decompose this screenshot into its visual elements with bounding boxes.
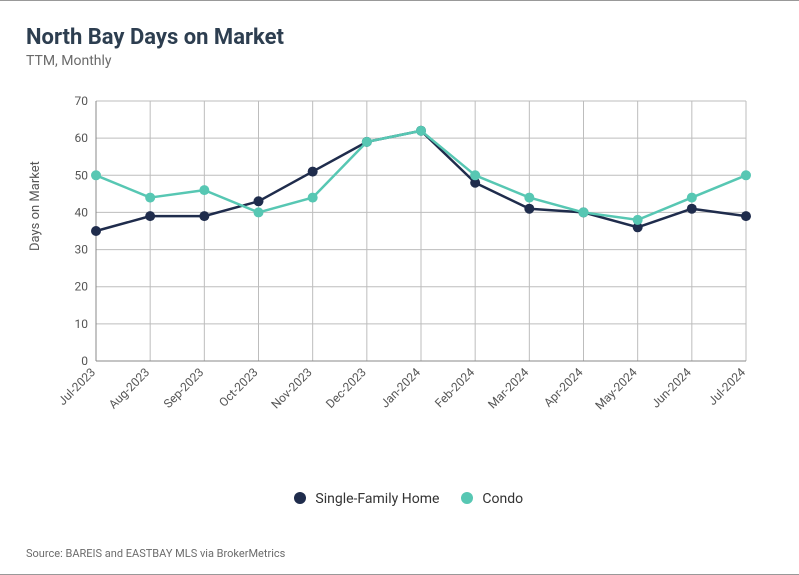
- svg-text:Mar-2024: Mar-2024: [485, 365, 531, 411]
- chart-title: North Bay Days on Market: [26, 25, 284, 50]
- svg-text:Dec-2023: Dec-2023: [323, 365, 369, 411]
- svg-text:30: 30: [75, 243, 89, 257]
- source-text: Source: BAREIS and EASTBAY MLS via Broke…: [26, 547, 285, 560]
- chart-area: 010203040506070Jul-2023Aug-2023Sep-2023O…: [50, 91, 760, 461]
- svg-text:Feb-2024: Feb-2024: [432, 365, 477, 410]
- svg-text:Sep-2023: Sep-2023: [161, 365, 207, 411]
- svg-text:Jan-2024: Jan-2024: [378, 365, 423, 410]
- legend-marker-condo: [461, 492, 473, 504]
- svg-text:Jun-2024: Jun-2024: [649, 365, 695, 411]
- svg-text:Apr-2024: Apr-2024: [541, 365, 586, 410]
- line-chart-svg: 010203040506070Jul-2023Aug-2023Sep-2023O…: [50, 91, 760, 461]
- svg-text:20: 20: [75, 280, 89, 294]
- legend-marker-sfh: [294, 492, 306, 504]
- y-axis-label: Days on Market: [28, 161, 43, 251]
- svg-text:10: 10: [75, 317, 89, 331]
- svg-text:50: 50: [75, 168, 89, 182]
- svg-text:Jul-2024: Jul-2024: [705, 365, 748, 408]
- svg-text:Aug-2023: Aug-2023: [106, 365, 152, 411]
- svg-text:May-2024: May-2024: [592, 365, 639, 412]
- legend-label-sfh: Single-Family Home: [315, 491, 439, 507]
- svg-text:Nov-2023: Nov-2023: [269, 365, 315, 411]
- svg-text:Oct-2023: Oct-2023: [216, 365, 260, 409]
- legend: Single-Family Home Condo: [0, 491, 799, 507]
- svg-text:40: 40: [75, 205, 89, 219]
- chart-card: North Bay Days on Market TTM, Monthly Da…: [0, 0, 799, 575]
- chart-subtitle: TTM, Monthly: [26, 53, 112, 69]
- svg-text:Jul-2023: Jul-2023: [55, 365, 98, 408]
- svg-text:60: 60: [75, 131, 89, 145]
- svg-text:70: 70: [75, 94, 89, 108]
- legend-label-condo: Condo: [482, 491, 523, 507]
